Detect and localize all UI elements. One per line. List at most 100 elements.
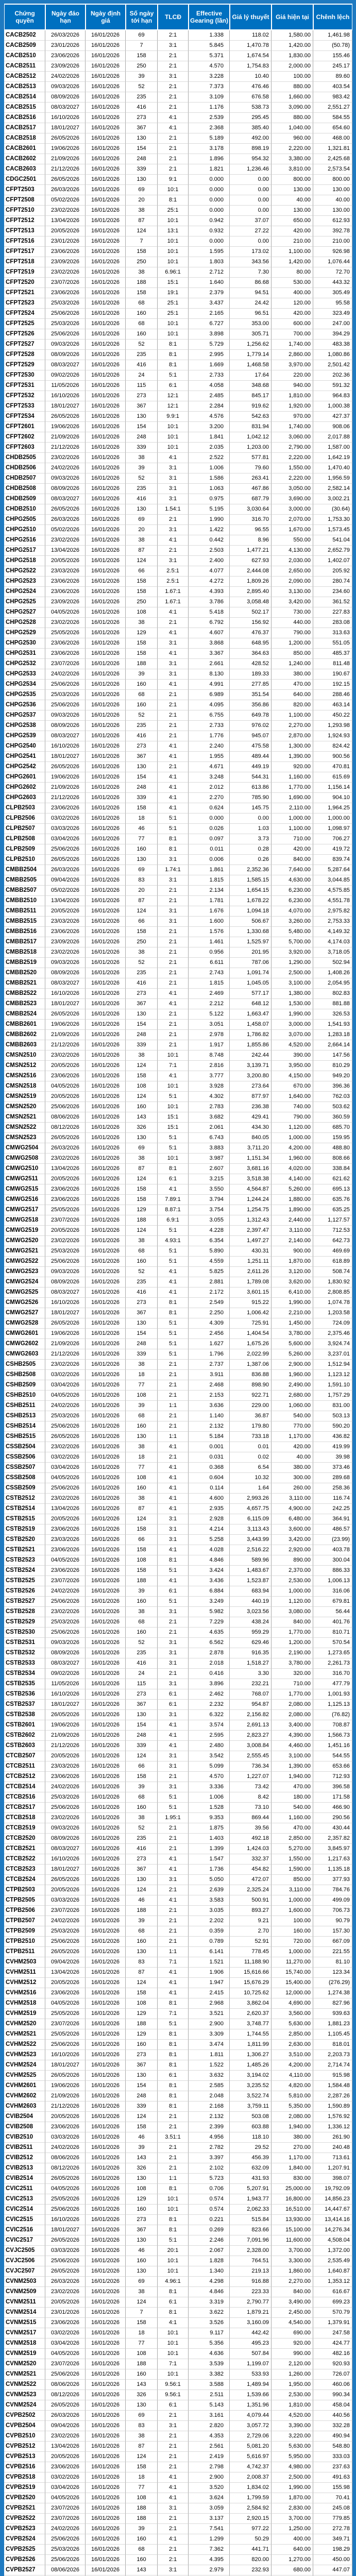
cell-gearing: 4.298	[189, 2277, 230, 2287]
table-row: CVNM2521 25/06/2026 16/01/2026 160 10:1 3.382…	[4, 2369, 352, 2380]
cell-ratio: 10:1	[158, 2328, 189, 2338]
cell-pricing: 16/01/2026	[86, 504, 126, 515]
table-row: CTCB2512 23/06/2026 16/01/2026 158 2:1 4.570 1…	[4, 1772, 352, 1782]
cell-theoretical: 2,022.99	[230, 1349, 272, 1360]
cell-current: 550.00	[272, 535, 313, 546]
cell-maturity: 20/05/2026	[45, 1751, 86, 1761]
column-header-ratio: TLCĐ	[158, 4, 189, 30]
cell-theoretical: 118.10	[230, 2132, 272, 2143]
table-row: CACB2515 08/03/2027 16/01/2026 416 2:1 1.176 5…	[4, 103, 352, 113]
cell-code: CMBB2516	[4, 927, 45, 937]
cell-difference: 811.48	[313, 659, 352, 669]
table-row: CVHM2601 19/06/2026 16/01/2026 154 8:1 2.585 3…	[4, 2081, 352, 2091]
cell-difference: 1,512.94	[313, 1360, 352, 1370]
cell-difference: 488.80	[313, 1143, 352, 1154]
cell-days: 367	[126, 1865, 158, 1875]
cell-current: 220.00	[272, 370, 313, 381]
cell-days: 38	[126, 1442, 158, 1452]
cell-pricing: 16/01/2026	[86, 1061, 126, 1071]
cell-theoretical: 273.64	[230, 1081, 272, 1092]
cell-maturity: 23/07/2026	[45, 2503, 86, 2514]
table-row: CHDB2510 26/05/2026 16/01/2026 130 1.54:1 5.1…	[4, 504, 352, 515]
cell-current: 5,700.00	[272, 937, 313, 947]
cell-maturity: 23/02/2026	[45, 1607, 86, 1617]
cell-days: 7	[126, 2308, 158, 2318]
cell-difference: 2,975.82	[313, 906, 352, 917]
cell-current: 670.00	[272, 1081, 313, 1092]
cell-current: 1,590.00	[272, 1865, 313, 1875]
table-row: CVHM2520 23/07/2026 16/01/2026 188 5:1 2.900 3…	[4, 2019, 352, 2029]
table-row: CFPT2518 23/09/2026 16/01/2026 250 10:1 1.803…	[4, 257, 352, 267]
cell-code: CHPG2517	[4, 546, 45, 556]
cell-ratio: 6:1	[158, 381, 189, 391]
cell-pricing: 16/01/2026	[86, 710, 126, 721]
table-row: CFPT2503 26/03/2026 16/01/2026 69 10:1 0.000 0…	[4, 185, 352, 195]
table-row: CSTB2537 18/01/2027 16/01/2026 367 6:1 2.232 9…	[4, 1700, 352, 1710]
cell-days: 158	[126, 927, 158, 937]
cell-code: CHDB2508	[4, 484, 45, 494]
cell-current: 3,420.00	[272, 1535, 313, 1545]
cell-gearing: 3.336	[189, 1782, 230, 1792]
table-row: CMBB2520 08/09/2026 16/01/2026 235 2:1 2.743 1…	[4, 968, 352, 978]
cell-ratio: 1.54:1	[158, 504, 189, 515]
table-row: CACB2511 23/09/2026 16/01/2026 250 2:1 4.570 1…	[4, 61, 352, 72]
cell-difference: 900.56	[313, 752, 352, 762]
cell-ratio: 2:1	[158, 968, 189, 978]
cell-theoretical: 2.70	[230, 1926, 272, 1937]
table-row: CSSB2509 25/06/2026 16/01/2026 160 4:1 0.114 1…	[4, 1483, 352, 1494]
cell-code: CLPB2507	[4, 824, 45, 834]
cell-theoretical: 3,235.52	[230, 2081, 272, 2091]
cell-current: 3,090.00	[272, 103, 313, 113]
cell-days: 129	[126, 2029, 158, 2040]
cell-theoretical: 495.23	[230, 2338, 272, 2349]
cell-pricing: 16/01/2026	[86, 669, 126, 680]
cell-maturity: 26/03/2026	[45, 1143, 86, 1154]
cell-code: CVPB2520	[4, 2493, 45, 2503]
cell-ratio: 4:1	[158, 1720, 189, 1731]
cell-current: 3,110.00	[272, 1494, 313, 1504]
cell-difference: 403.54	[313, 82, 352, 92]
table-row: CHPG2601 19/06/2026 16/01/2026 154 4:1 3.248 5…	[4, 772, 352, 783]
cell-theoretical: 2,790.77	[230, 2297, 272, 2308]
cell-code: CMWG2527	[4, 1308, 45, 1318]
cell-ratio: 10:1	[158, 422, 189, 432]
cell-days: 248	[126, 432, 158, 443]
cell-maturity: 23/02/2026	[45, 2287, 86, 2297]
cell-ratio: 9:1	[158, 175, 189, 185]
cell-pricing: 16/01/2026	[86, 1133, 126, 1143]
cell-pricing: 16/01/2026	[86, 958, 126, 968]
cell-gearing: 7.541	[189, 2524, 230, 2534]
cell-days: 124	[126, 2452, 158, 2462]
cell-code: CTCB2511	[4, 1761, 45, 1772]
cell-ratio: 2:1	[158, 2545, 189, 2555]
cell-difference: 616.67	[313, 2287, 352, 2297]
cell-maturity: 11/05/2026	[45, 381, 86, 391]
cell-ratio: 3:1	[158, 2503, 189, 2514]
cell-pricing: 16/01/2026	[86, 133, 126, 144]
cell-current: 3,780.00	[272, 1329, 313, 1339]
cell-ratio: 2:1	[158, 1628, 189, 1638]
cell-code: CMWG2520	[4, 1236, 45, 1246]
cell-difference: 458.04	[313, 2400, 352, 2411]
table-row: CVNM2520 23/07/2026 16/01/2026 188 7:1 3.539 1…	[4, 2359, 352, 2369]
cell-gearing: 3.436	[189, 1576, 230, 1586]
cell-ratio: 3:1	[158, 875, 189, 886]
cell-gearing: 2.900	[189, 2019, 230, 2029]
cell-days: 339	[126, 164, 158, 175]
table-row: CHPG2532 23/07/2026 16/01/2026 188 3:1 2.661 4…	[4, 659, 352, 669]
cell-difference: 1,566.73	[313, 1731, 352, 1741]
table-row: CTPB2503 20/05/2026 16/01/2026 124 2:1 2.639 2…	[4, 1885, 352, 1895]
cell-gearing: 0.574	[189, 2194, 230, 2205]
cell-code: CSTB2527	[4, 1597, 45, 1607]
cell-days: 160	[126, 680, 158, 690]
cell-maturity: 03/02/2026	[45, 2472, 86, 2483]
cell-gearing: 4.028	[189, 1545, 230, 1555]
cell-theoretical: 1,236.46	[230, 164, 272, 175]
cell-days: 124	[126, 2112, 158, 2122]
cell-days: 130	[126, 412, 158, 422]
cell-ratio: 7:1	[158, 1957, 189, 1968]
cell-pricing: 16/01/2026	[86, 1792, 126, 1803]
cell-current: 920.00	[272, 2338, 313, 2349]
cell-maturity: 18/01/2027	[45, 752, 86, 762]
cell-difference: 323.49	[313, 309, 352, 319]
